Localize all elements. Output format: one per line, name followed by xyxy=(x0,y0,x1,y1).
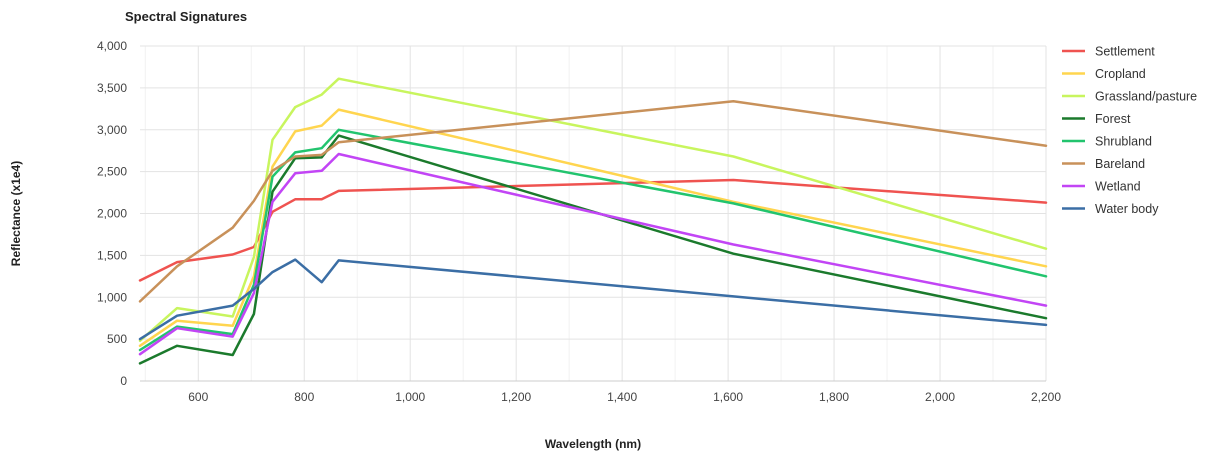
y-tick-label: 0 xyxy=(120,374,127,388)
y-tick-label: 1,000 xyxy=(97,290,127,304)
series-line xyxy=(138,152,1048,356)
x-tick-label: 1,800 xyxy=(819,390,849,404)
x-tick-label: 1,000 xyxy=(395,390,425,404)
x-tick-label: 2,000 xyxy=(925,390,955,404)
legend-label: Wetland xyxy=(1095,180,1141,194)
y-tick-label: 1,500 xyxy=(97,248,127,262)
y-tick-label: 2,500 xyxy=(97,165,127,179)
series-line xyxy=(138,178,1048,282)
series-line xyxy=(138,134,1048,365)
series-line xyxy=(138,258,1048,341)
x-tick-label: 600 xyxy=(188,390,208,404)
x-axis-title: Wavelength (nm) xyxy=(545,437,641,451)
x-tick-label: 1,600 xyxy=(713,390,743,404)
legend-label: Water body xyxy=(1095,202,1159,216)
legend-label: Cropland xyxy=(1095,67,1146,81)
legend-label: Grassland/pasture xyxy=(1095,90,1197,104)
x-tick-label: 1,400 xyxy=(607,390,637,404)
y-tick-label: 3,500 xyxy=(97,81,127,95)
legend-label: Settlement xyxy=(1095,45,1155,59)
legend-label: Forest xyxy=(1095,112,1131,126)
series-line xyxy=(138,77,1048,343)
x-tick-label: 1,200 xyxy=(501,390,531,404)
y-tick-label: 500 xyxy=(107,332,127,346)
y-tick-label: 4,000 xyxy=(97,39,127,53)
x-tick-label: 800 xyxy=(294,390,314,404)
series-line xyxy=(138,108,1048,348)
x-tick-label: 2,200 xyxy=(1031,390,1061,404)
y-axis-title: Reflectance (x1e4) xyxy=(9,161,23,266)
legend-label: Shrubland xyxy=(1095,135,1152,149)
y-tick-label: 3,000 xyxy=(97,123,127,137)
legend-label: Bareland xyxy=(1095,157,1145,171)
y-tick-label: 2,000 xyxy=(97,207,127,221)
series-line xyxy=(138,100,1048,303)
chart-title: Spectral Signatures xyxy=(125,9,248,24)
